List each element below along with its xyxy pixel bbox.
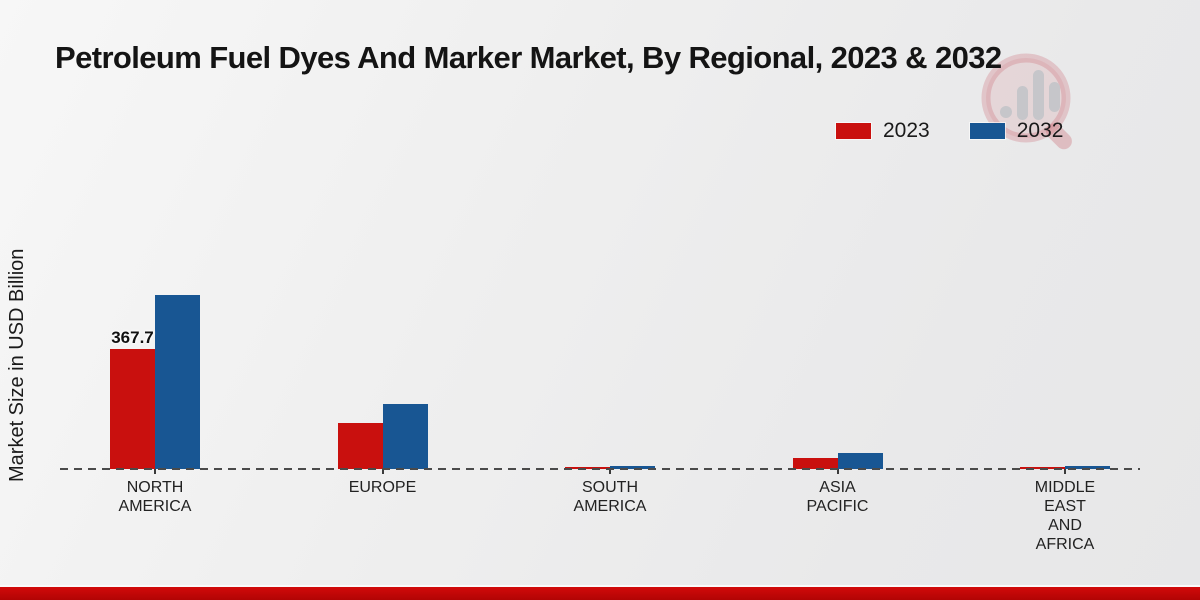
watermark-dot	[1000, 106, 1012, 118]
category-label-line: AFRICA	[1035, 536, 1095, 553]
x-axis-tick	[1064, 469, 1066, 474]
category-label-north-america: NORTH AMERICA	[70, 478, 240, 516]
bar-2023-middle-east-and-africa	[1020, 467, 1065, 469]
watermark-logo	[981, 53, 1072, 150]
category-label-asia-pacific: ASIA PACIFIC	[753, 478, 923, 516]
bar-2023-asia-pacific	[792, 457, 838, 469]
watermark-handle	[1046, 123, 1072, 150]
bar-2032-south-america	[610, 466, 655, 469]
legend-label: 2023	[883, 119, 930, 142]
y-axis-label: Market Size in USD Billion	[6, 248, 28, 482]
category-label-line: SOUTH	[582, 479, 638, 496]
bar-2032-europe	[382, 404, 428, 469]
category-label-line: AND	[1048, 517, 1082, 534]
legend-label: 2032	[1016, 119, 1064, 142]
category-label-line: AMERICA	[573, 498, 647, 515]
category-label-line: PACIFIC	[806, 498, 869, 515]
bar-2032-north-america	[155, 295, 200, 469]
category-label-line: EAST	[1044, 498, 1086, 515]
footer-separator	[0, 585, 1200, 587]
category-label-middle-east-and-africa: MIDDLE EAST AND AFRICA	[980, 478, 1150, 554]
category-label-line: NORTH	[126, 479, 184, 496]
legend-item-2023: 2023	[836, 119, 930, 143]
chart-title: Petroleum Fuel Dyes And Marker Market, B…	[55, 40, 1002, 75]
bar-2032-asia-pacific	[837, 453, 883, 469]
watermark-bar	[1017, 86, 1028, 120]
bar-2023-south-america	[565, 467, 610, 469]
legend-item-2032: 2032	[969, 119, 1064, 143]
category-label-south-america: SOUTH AMERICA	[525, 478, 695, 516]
legend-swatch-2032	[969, 123, 1005, 139]
legend-swatch-2023	[836, 123, 871, 139]
category-label-line: AMERICA	[118, 498, 192, 515]
category-label-line: ASIA	[819, 479, 856, 496]
watermark-bar	[1033, 70, 1044, 120]
category-label-line: MIDDLE	[1034, 479, 1096, 496]
x-axis-tick	[609, 469, 611, 474]
watermark-bar	[1049, 82, 1060, 112]
bar-2023-north-america	[110, 349, 155, 469]
category-label-line: EUROPE	[348, 479, 417, 496]
bar-2032-middle-east-and-africa	[1065, 466, 1110, 469]
legend: 2023 2032	[836, 119, 1063, 143]
x-axis-tick	[836, 469, 839, 474]
x-axis-tick	[381, 469, 384, 474]
bar-2023-europe	[337, 422, 383, 469]
footer-stripe	[0, 587, 1200, 600]
x-axis-tick	[154, 469, 156, 474]
category-label-europe: EUROPE	[298, 478, 468, 497]
bar-value-label: 367.7	[111, 328, 154, 347]
